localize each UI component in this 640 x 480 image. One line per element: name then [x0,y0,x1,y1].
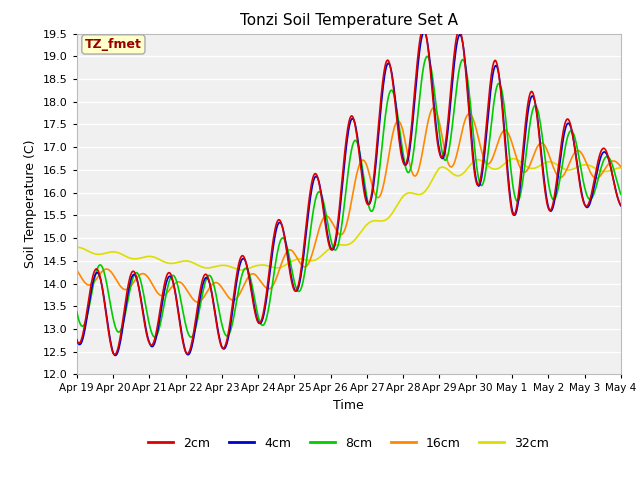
32cm [431,171,439,177]
2cm [433,130,440,135]
32cm [617,165,625,170]
Line: 2cm: 2cm [77,28,621,355]
8cm [83,315,90,321]
8cm [433,104,440,110]
8cm [73,309,81,315]
32cm [139,254,147,260]
4cm [111,353,119,359]
4cm [420,29,428,35]
2cm [223,335,231,341]
4cm [416,48,424,54]
4cm [223,339,231,345]
2cm [416,39,424,45]
16cm [194,299,202,305]
8cm [188,334,195,340]
8cm [139,286,147,292]
16cm [223,293,231,299]
X-axis label: Time: Time [333,399,364,412]
16cm [83,281,90,287]
Line: 32cm: 32cm [77,159,621,270]
Line: 16cm: 16cm [77,108,621,302]
2cm [140,313,147,319]
Line: 4cm: 4cm [77,32,621,356]
Y-axis label: Soil Temperature (C): Soil Temperature (C) [24,140,38,268]
2cm [195,297,202,302]
16cm [73,267,81,273]
Text: TZ_fmet: TZ_fmet [85,38,142,51]
2cm [83,310,90,315]
2cm [617,202,625,208]
16cm [433,108,440,114]
16cm [416,163,424,169]
4cm [140,311,147,317]
Line: 8cm: 8cm [77,56,621,337]
4cm [73,337,81,343]
32cm [509,156,517,162]
4cm [433,124,440,130]
32cm [73,244,81,250]
16cm [430,105,438,111]
Legend: 2cm, 4cm, 8cm, 16cm, 32cm: 2cm, 4cm, 8cm, 16cm, 32cm [143,432,554,455]
32cm [83,247,90,253]
16cm [195,299,202,305]
8cm [195,311,202,317]
4cm [83,317,90,323]
32cm [194,262,202,268]
8cm [416,95,424,101]
4cm [617,203,625,209]
32cm [223,263,230,268]
8cm [617,192,625,197]
8cm [223,333,231,339]
2cm [73,338,81,344]
16cm [617,164,625,169]
8cm [423,53,431,59]
32cm [238,267,246,273]
16cm [139,271,147,276]
4cm [195,304,202,310]
32cm [416,192,424,197]
2cm [419,25,427,31]
2cm [111,352,118,358]
Title: Tonzi Soil Temperature Set A: Tonzi Soil Temperature Set A [240,13,458,28]
